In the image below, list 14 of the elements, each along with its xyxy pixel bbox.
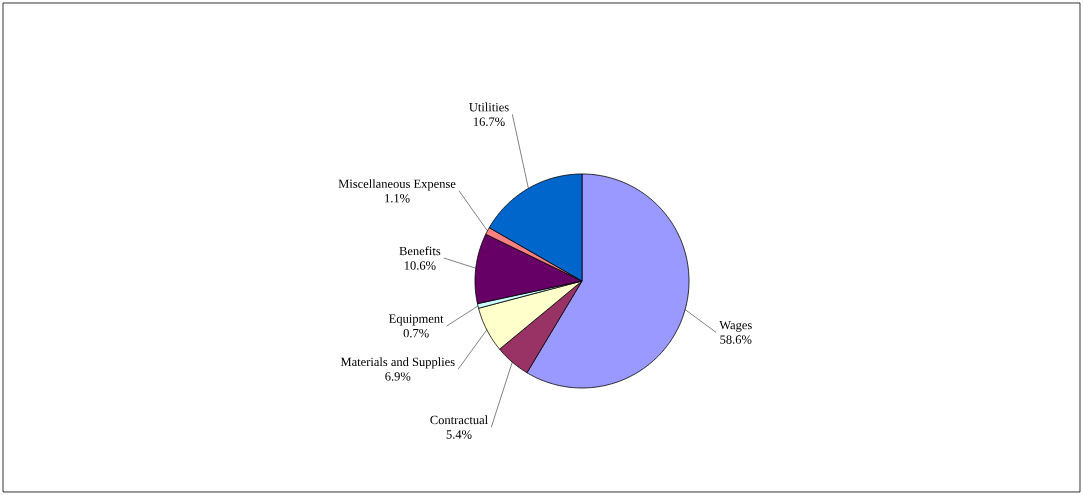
slice-label: Materials and Supplies: [340, 357, 455, 369]
data-label: 0.7%: [403, 328, 429, 338]
slice-label: Equipment: [389, 314, 444, 326]
data-label: 5.4%: [446, 430, 472, 439]
slice-label: Wages: [719, 320, 752, 332]
slice-label: Contractual: [430, 415, 488, 425]
slice-label: Utilities: [469, 102, 509, 112]
slice-label: Miscellaneous Expense: [338, 179, 456, 191]
data-label: 16.7%: [473, 117, 505, 126]
data-label: 10.6%: [404, 261, 436, 270]
data-label: 58.6%: [720, 335, 752, 344]
data-label: 6.9%: [385, 372, 411, 381]
slice-label: Benefits: [399, 246, 441, 256]
data-label: 1.1%: [385, 194, 410, 203]
